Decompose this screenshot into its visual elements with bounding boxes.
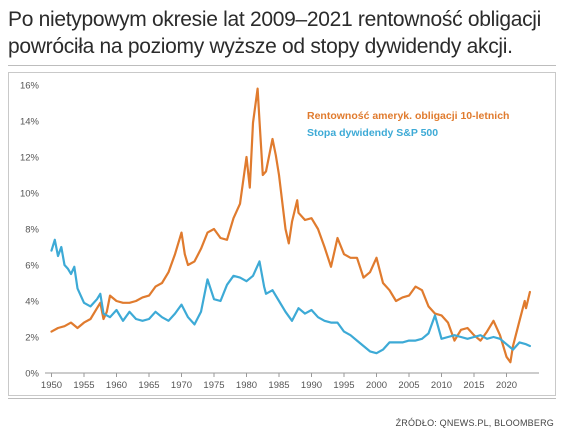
chart-axes [45,372,539,377]
y-tick-labels: 0% 2% 4% 6% 8% 10% 12% 14% 16% [20,81,40,380]
legend-entry: Stopa dywidendy S&P 500 [307,127,438,139]
x-tick-label: 2005 [398,380,419,391]
x-tick-label: 1980 [236,380,257,391]
source-note: ŹRÓDŁO: QNEWS.PL, BLOOMBERG [395,418,554,428]
x-tick-label: 1950 [41,380,62,391]
top-divider [8,65,556,66]
x-tick-label: 2010 [431,380,452,391]
chart-frame: 0% 2% 4% 6% 8% 10% 12% 14% 16% 1950 1955 1960 1965 1… [8,72,556,396]
x-tick-label: 1965 [138,380,159,391]
headline: Po nietypowym okresie lat 2009–2021 rent… [8,8,542,58]
x-tick-label: 1970 [171,380,192,391]
y-tick-label: 4% [25,297,39,308]
dividend-yield-line [50,238,532,355]
x-tick-label: 1960 [106,380,127,391]
x-tick-label: 1975 [203,380,224,391]
y-tick-label: 10% [20,189,40,200]
line-chart: 0%2%4%6%8%10%12%14%16% 1950 1955 1960 1965 1… [20,81,539,391]
y-tick-label: 2% [25,333,39,344]
bond-yield-line [50,87,532,364]
x-tick-labels: 1950 1955 1960 1965 1970 1975 1980 1985 1990 1995… [41,380,517,391]
y-tick-label: 6% [25,261,39,272]
bottom-divider [8,398,556,399]
x-tick-label: 1990 [301,380,322,391]
x-tick-label: 2000 [366,380,387,391]
y-tick-label: 0% [25,369,39,380]
x-tick-label: 2015 [463,380,484,391]
series-lines [50,87,532,364]
x-tick-label: 1985 [268,380,289,391]
legend: Rentowność ameryk. obligacji 10-letnich S… [307,110,509,139]
x-tick-label: 2020 [496,380,517,391]
x-tick-label: 1955 [73,380,94,391]
y-tick-label: 16% [20,81,40,92]
x-tick-label: 1995 [333,380,354,391]
y-tick-label: 12% [20,153,40,164]
y-tick-label: 8% [25,225,39,236]
legend-entry: Rentowność ameryk. obligacji 10-letnich [307,110,509,122]
y-tick-label: 14% [20,117,40,128]
